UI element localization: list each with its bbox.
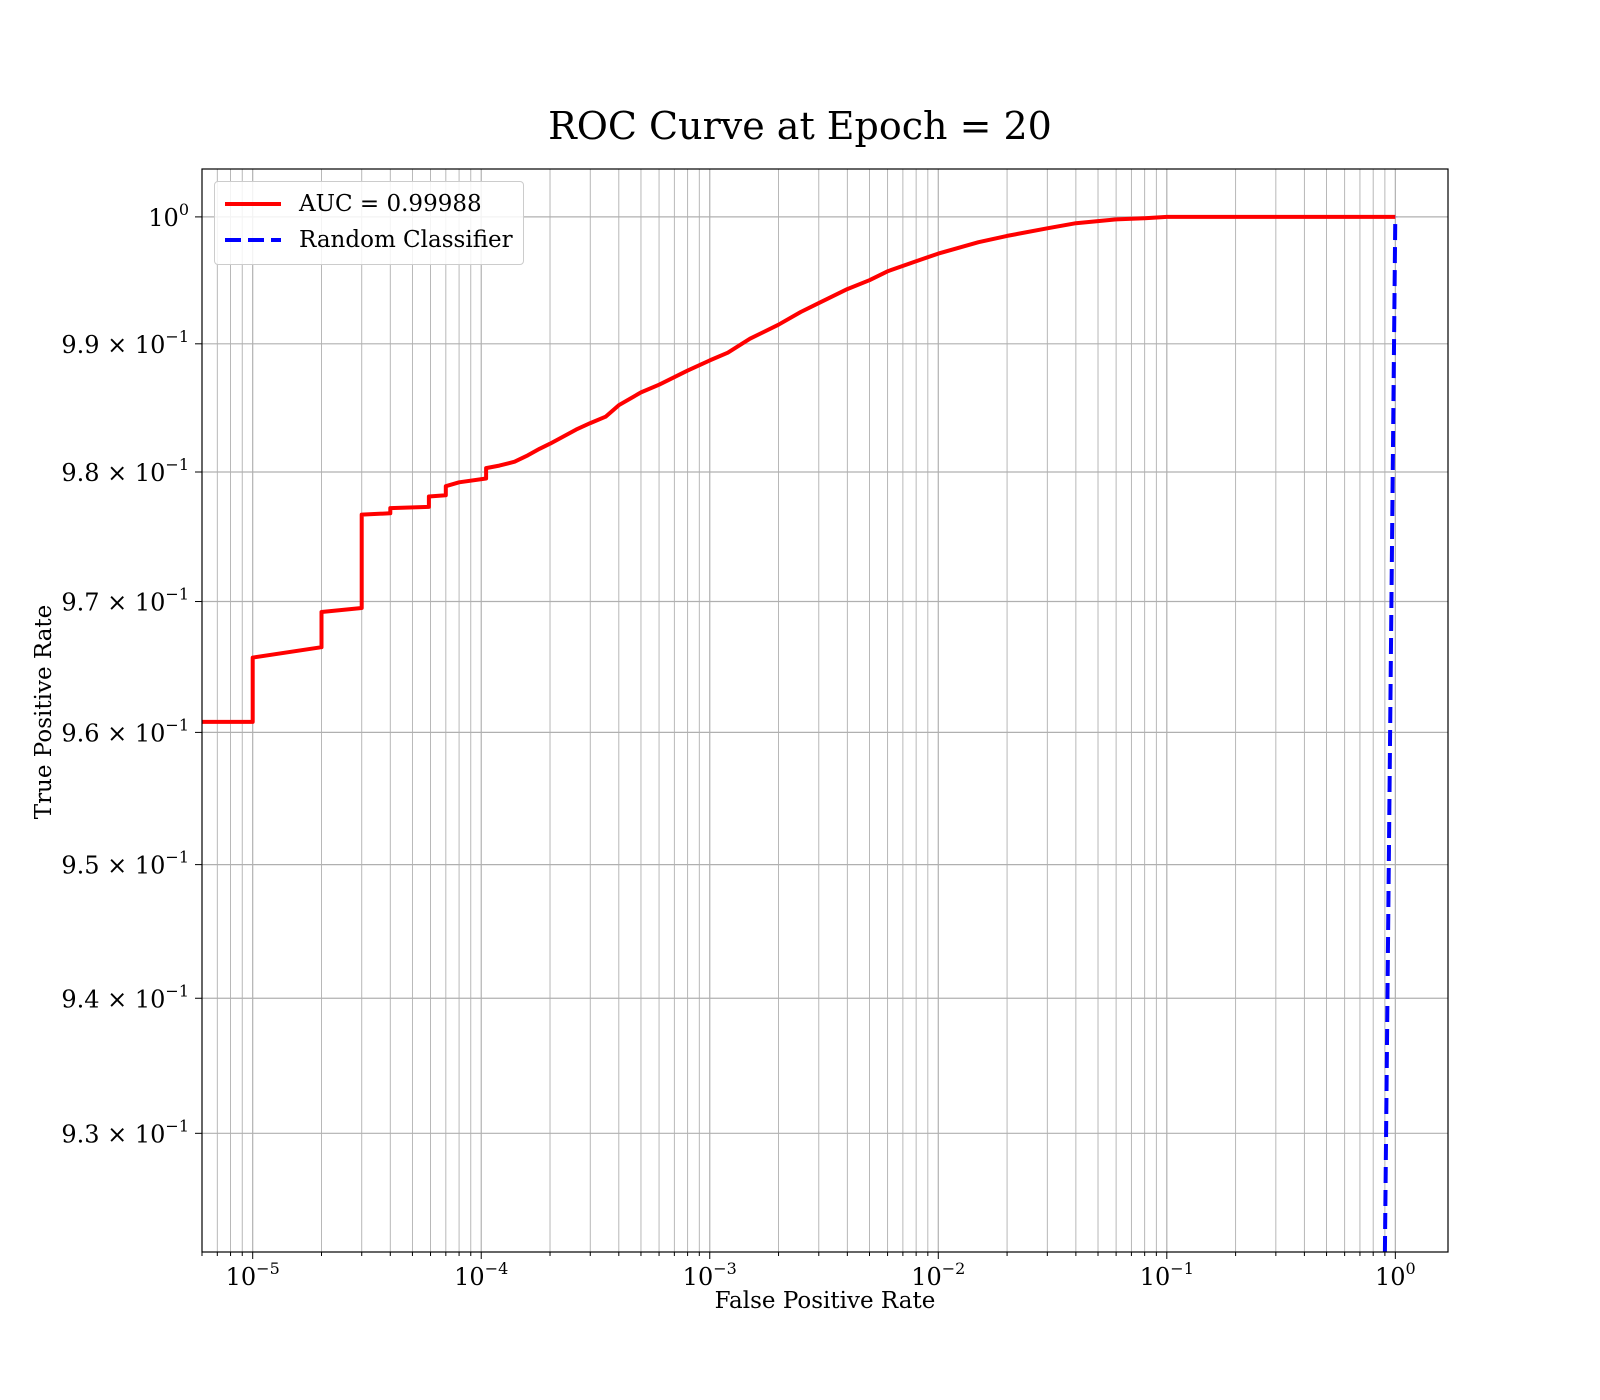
legend-label-random: Random Classifier <box>299 227 513 253</box>
series-group <box>202 214 1398 1253</box>
legend-entry-auc: AUC = 0.99988 <box>225 186 513 222</box>
legend-swatch-auc <box>225 202 281 206</box>
roc-curve-line <box>202 214 1396 724</box>
random-classifier-line <box>1382 216 1398 1253</box>
y-tick-label: 9.7 × 10−1 <box>61 585 189 617</box>
y-tick-label: 9.3 × 10−1 <box>61 1116 189 1148</box>
legend: AUC = 0.99988 Random Classifier <box>214 181 524 265</box>
x-tick-label: 10−5 <box>226 1259 280 1291</box>
y-tick-label: 9.9 × 10−1 <box>61 327 189 359</box>
x-axis-label: False Positive Rate <box>714 1288 936 1314</box>
legend-swatch-random <box>225 238 281 242</box>
x-tick-label: 10−3 <box>683 1259 737 1291</box>
y-tick-label: 9.4 × 10−1 <box>61 981 189 1013</box>
y-tick-label: 9.5 × 10−1 <box>61 848 189 880</box>
x-tick-label: 10−4 <box>454 1259 508 1291</box>
x-tick-label: 10−2 <box>911 1259 965 1291</box>
x-tick-label: 10−1 <box>1140 1259 1194 1291</box>
y-tick-label: 9.6 × 10−1 <box>61 715 189 747</box>
y-tick-label: 100 <box>148 200 189 232</box>
y-axis-label: True Positive Rate <box>31 604 57 820</box>
legend-label-auc: AUC = 0.99988 <box>299 191 482 217</box>
ticks: 10−5 10−4 10−3 10−2 10−1 100 100 9.9 × 10−1 9.8 … <box>61 200 1415 1291</box>
y-tick-label: 9.8 × 10−1 <box>61 455 189 487</box>
chart-title: ROC Curve at Epoch = 20 <box>548 104 1052 148</box>
x-tick-label: 100 <box>1375 1259 1416 1291</box>
plot-frame <box>201 168 1449 1253</box>
grid <box>201 169 1448 1252</box>
legend-entry-random: Random Classifier <box>225 222 513 258</box>
